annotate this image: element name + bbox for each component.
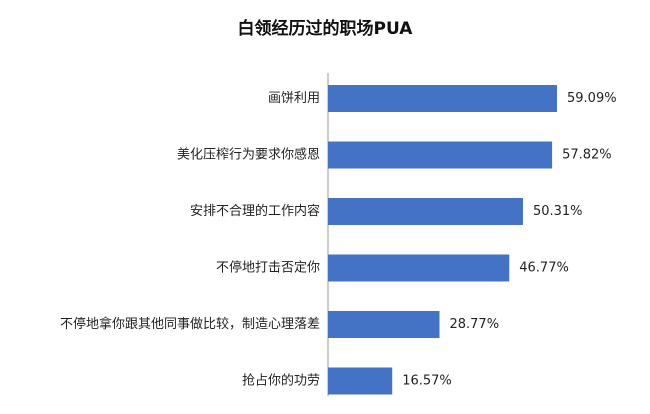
value-label-1: 57.82% <box>562 148 612 163</box>
value-label-5: 16.57% <box>402 374 452 389</box>
value-label-3: 46.77% <box>519 261 569 276</box>
category-label-0: 画饼利用 <box>268 91 320 106</box>
value-label-4: 28.77% <box>449 317 499 332</box>
category-label-3: 不停地打击否定你 <box>216 260 320 276</box>
bar-1 <box>328 141 553 169</box>
category-label-2: 安排不合理的工作内容 <box>190 203 320 219</box>
bar-0 <box>328 85 557 112</box>
category-label-1: 美化压榨行为要求你感恩 <box>177 147 320 163</box>
bar-2 <box>328 198 523 225</box>
category-label-4: 不停地拿你跟其他同事做比较，制造心理落差 <box>60 316 320 332</box>
bar-3 <box>328 254 510 282</box>
chart-title: 白领经历过的职场PUA <box>238 18 414 39</box>
bar-5 <box>328 367 393 395</box>
category-label-5: 抢占你的功劳 <box>242 373 320 389</box>
bars-group: 画饼利用 59.09% 美化压榨行为要求你感恩 57.82% 安排不合理的工作内容 50.… <box>60 85 617 395</box>
bar-4 <box>328 311 440 338</box>
value-label-0: 59.09% <box>567 91 617 106</box>
value-label-2: 50.31% <box>533 204 583 219</box>
